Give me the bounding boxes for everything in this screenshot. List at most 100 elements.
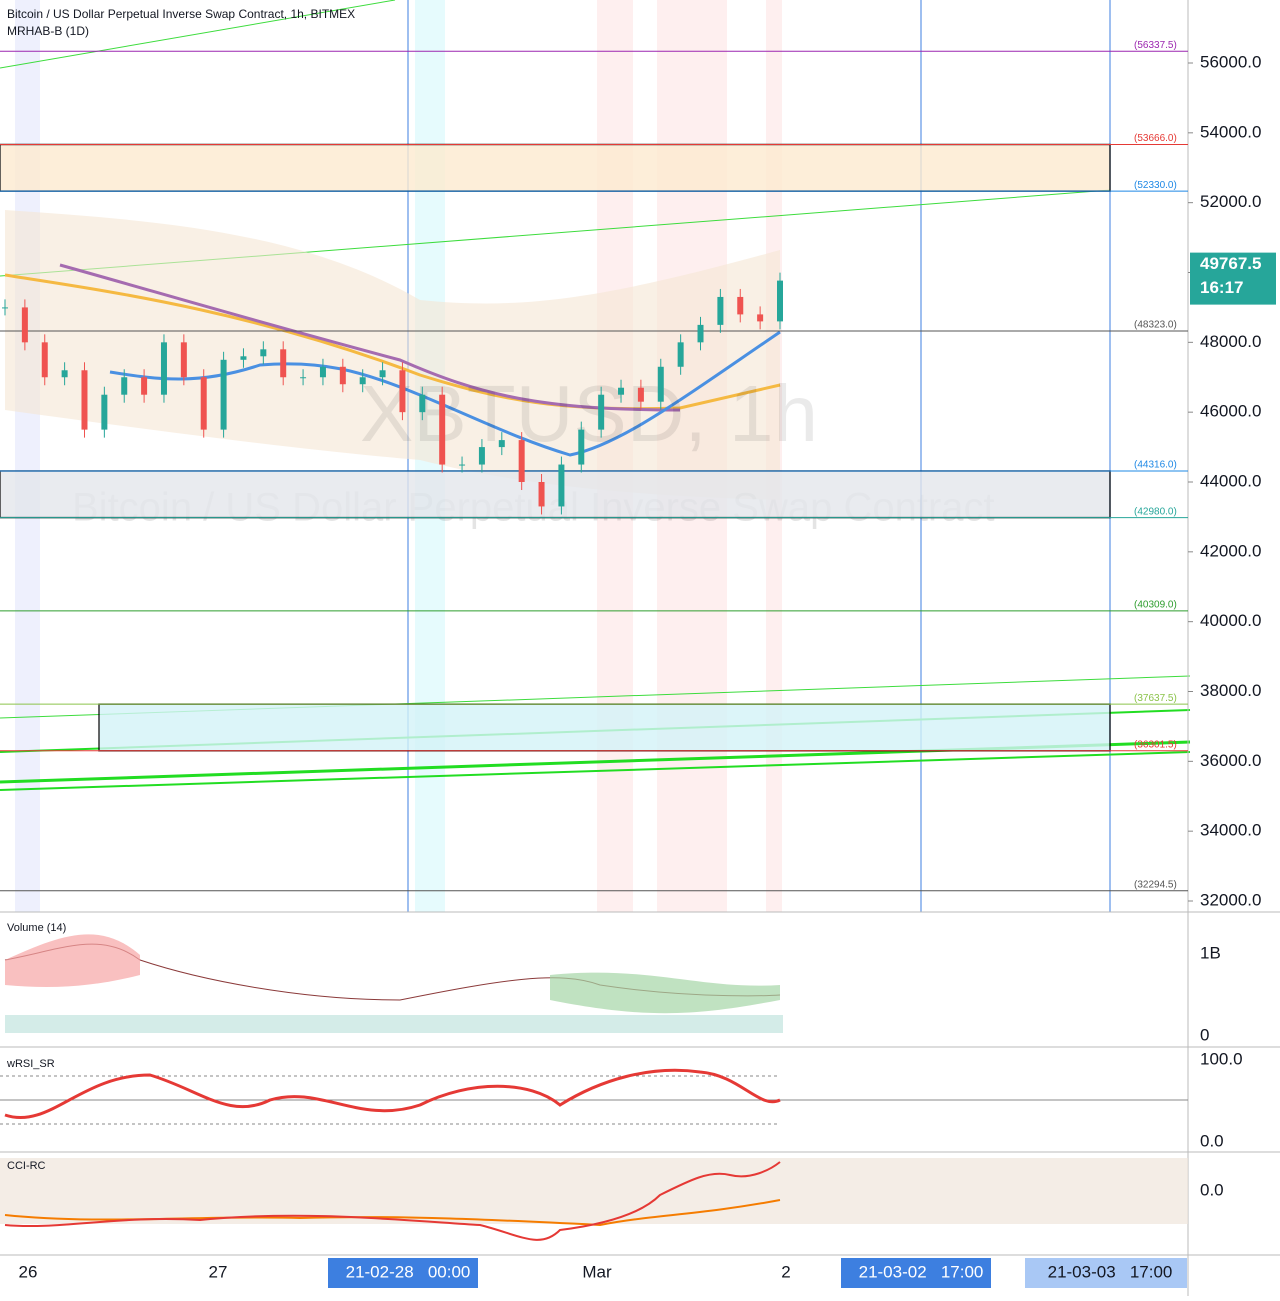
envelope-band (5, 210, 780, 500)
price-level-label: (53666.0) (1134, 133, 1177, 144)
price-level-label: (32294.5) (1134, 879, 1177, 890)
time-label: 21-03-02 17:00 (859, 1262, 984, 1281)
price-level-label: (36301.5) (1134, 739, 1177, 750)
time-label: Mar (582, 1262, 612, 1281)
candle (41, 342, 48, 378)
candle (240, 356, 247, 360)
session-band (15, 0, 40, 912)
candle (518, 440, 525, 482)
y-tick-label: 34000.0 (1200, 821, 1261, 840)
candle (160, 342, 167, 395)
candle (280, 349, 287, 378)
time-label: 21-02-28 00:00 (346, 1262, 471, 1281)
time-highlight (1025, 1258, 1187, 1288)
candle (677, 342, 684, 367)
time-label: 26 (19, 1262, 38, 1281)
y-tick-label: 40000.0 (1200, 611, 1261, 630)
candle (737, 296, 744, 315)
cci-line (4, 1161, 781, 1241)
price-level-label: (52330.0) (1134, 180, 1177, 191)
y-tick-label: 36000.0 (1200, 751, 1261, 770)
rsi-line (4, 1068, 781, 1120)
candle (21, 307, 28, 343)
candle (558, 464, 565, 507)
moving-average (59, 263, 681, 412)
time-label: 27 (209, 1262, 228, 1281)
candle (657, 366, 664, 402)
panel-tick-label: 1B (1200, 943, 1221, 962)
time-label: 21-03-03 17:00 (1048, 1262, 1173, 1281)
indicator-label: MRHAB-B (1D) (7, 24, 89, 38)
countdown: 16:17 (1200, 278, 1243, 297)
trend-line (0, 0, 396, 69)
candle (359, 377, 366, 385)
volume-cloud (5, 934, 140, 987)
y-tick-label: 38000.0 (1200, 681, 1261, 700)
price-level-label: (44316.0) (1134, 460, 1177, 471)
y-tick-label: 46000.0 (1200, 402, 1261, 421)
y-tick-label: 32000.0 (1200, 890, 1261, 909)
candle (300, 377, 307, 379)
time-label: 2 (781, 1262, 790, 1281)
panel-tick-label: 0.0 (1200, 1131, 1224, 1150)
trend-line (0, 751, 1191, 791)
candle (717, 296, 724, 325)
candle (538, 482, 545, 507)
zone (0, 143, 1111, 192)
candle (777, 280, 783, 322)
time-highlight (328, 1258, 478, 1288)
candle (478, 447, 485, 465)
y-tick-label: 54000.0 (1200, 122, 1261, 141)
candle (598, 394, 605, 430)
candle (180, 342, 187, 378)
candle (220, 359, 227, 430)
candle (697, 324, 704, 343)
candle (757, 314, 764, 322)
candle (319, 366, 326, 378)
candle (419, 394, 426, 413)
candle (121, 377, 128, 395)
candle (2, 307, 8, 309)
panel-tick-label: 0.0 (1200, 1180, 1224, 1199)
candle (459, 464, 466, 466)
price-level-label: (37637.5) (1134, 693, 1177, 704)
volume-cloud (550, 972, 780, 1014)
y-tick-label: 44000.0 (1200, 471, 1261, 490)
zone (0, 470, 1111, 519)
candle (81, 370, 88, 430)
candle (260, 349, 267, 357)
zone (98, 703, 1111, 752)
candle (339, 366, 346, 385)
candle (399, 370, 406, 413)
price-level-label: (56337.5) (1134, 40, 1177, 51)
last-price: 49767.5 (1200, 254, 1261, 273)
time-highlight (841, 1258, 991, 1288)
price-level-label: (48323.0) (1134, 320, 1177, 331)
candle (61, 370, 68, 378)
y-tick-label: 42000.0 (1200, 541, 1261, 560)
candle (618, 387, 625, 395)
y-tick-label: 48000.0 (1200, 332, 1261, 351)
candle (578, 429, 585, 465)
price-level-label: (40309.0) (1134, 600, 1177, 611)
candle (141, 377, 148, 395)
panel-label: Volume (14) (7, 922, 66, 934)
y-tick-label: 52000.0 (1200, 192, 1261, 211)
candle (379, 370, 386, 378)
price-level-label: (42980.0) (1134, 506, 1177, 517)
candle (498, 440, 505, 448)
cci-range (0, 1158, 1188, 1224)
volume-bars (5, 1015, 783, 1033)
watermark-symbol: XBTUSD, 1h (360, 369, 818, 458)
candle (200, 377, 207, 430)
candle (637, 387, 644, 402)
chart-title: Bitcoin / US Dollar Perpetual Inverse Sw… (7, 7, 355, 21)
candle (101, 394, 108, 430)
panel-label: CCI-RC (7, 1160, 46, 1172)
moving-average (109, 330, 781, 457)
y-tick-label: 56000.0 (1200, 52, 1261, 71)
panel-tick-label: 100.0 (1200, 1049, 1243, 1068)
candle (439, 394, 446, 465)
